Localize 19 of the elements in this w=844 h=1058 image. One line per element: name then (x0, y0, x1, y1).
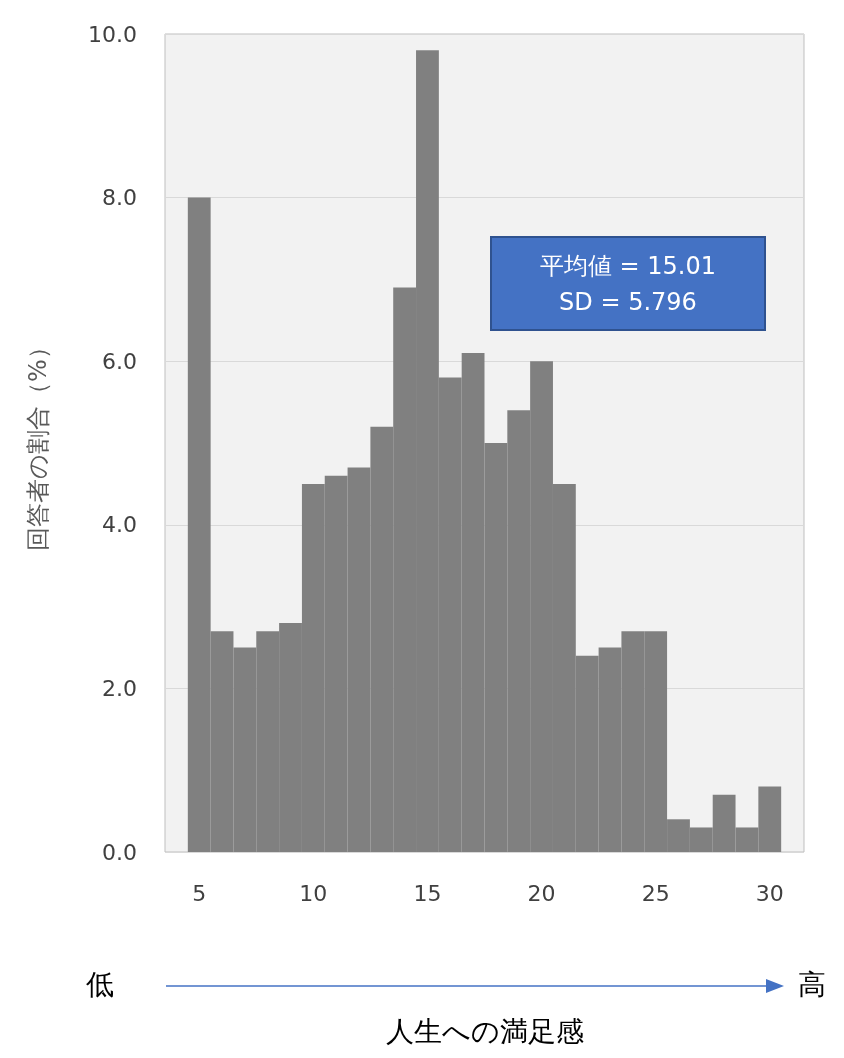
text: 低 (86, 967, 114, 1001)
y-tick-label: 0.0 (102, 839, 137, 865)
x-tick-label: 5 (192, 880, 207, 906)
x-tick-label: 20 (527, 880, 556, 906)
y-tick-label: 8.0 (102, 185, 137, 211)
note-box: 平均値 = 15.01 SD = 5.796 (490, 236, 766, 331)
annotation: 平均値 = 15.01 (538, 250, 718, 282)
x-tick-label: 30 (755, 880, 784, 906)
y-tick-label: 10.0 (88, 21, 137, 47)
y-axis-title: 回答者の割合（%） (24, 335, 52, 551)
y-tick-label: 2.0 (102, 675, 137, 701)
x-tick-label: 10 (299, 880, 328, 906)
x-axis-title: 人生への満足感 (385, 1014, 584, 1048)
text: 高 (798, 967, 826, 1001)
y-tick-label: 6.0 (102, 348, 137, 374)
x-tick-label: 15 (413, 880, 442, 906)
y-tick-label: 4.0 (102, 512, 137, 538)
x-tick-label: 25 (641, 880, 670, 906)
annotation: SD = 5.796 (558, 286, 698, 318)
